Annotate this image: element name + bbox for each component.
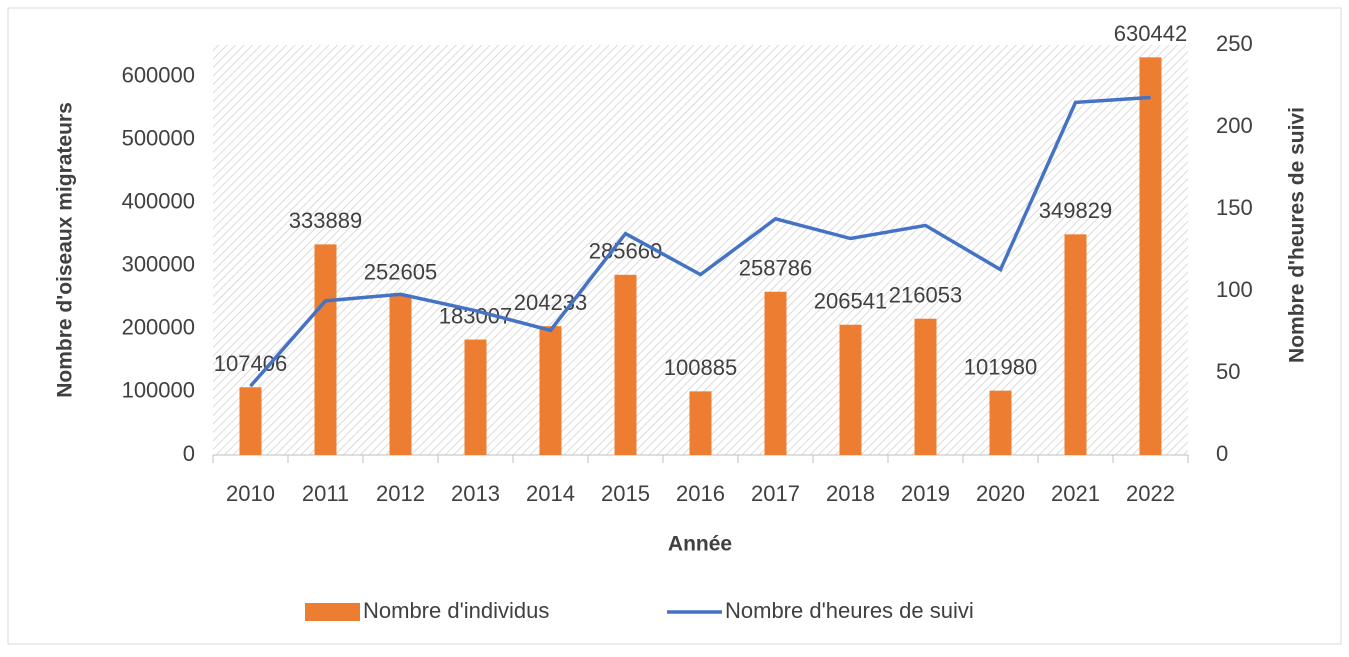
data-label: 349829 [1039,198,1112,223]
x-tick-label: 2012 [376,481,425,506]
x-axis-title: Année [668,533,732,556]
data-label: 107406 [214,351,287,376]
data-label: 285660 [589,239,662,264]
y-tick-label: 400000 [122,189,195,214]
data-label: 100885 [664,355,737,380]
data-label: 206541 [814,289,887,314]
y2-tick-label: 50 [1216,359,1240,384]
legend-label: Nombre d'individus [363,598,549,623]
bar [464,339,487,455]
bar [989,390,1012,455]
x-tick-label: 2017 [751,481,800,506]
bar [1139,57,1162,456]
bar [239,387,262,455]
bar [539,326,562,455]
bar [689,391,712,455]
x-tick-label: 2021 [1051,481,1100,506]
y-tick-label: 200000 [122,315,195,340]
plot-area [213,45,1188,455]
x-tick-label: 2011 [302,481,349,506]
x-tick-label: 2019 [901,481,950,506]
y-tick-label: 0 [183,441,195,466]
line [249,95,1151,388]
x-tick-label: 2013 [451,481,500,506]
x-tick-label: 2020 [976,481,1025,506]
data-label: 252605 [364,259,437,284]
data-label: 204233 [514,290,587,315]
bar [839,324,862,455]
y-tick-label: 100000 [122,378,195,403]
data-label: 216053 [889,283,962,308]
y2-tick-label: 150 [1216,195,1253,220]
x-tick-label: 2022 [1126,481,1175,506]
x-tick-label: 2018 [826,481,875,506]
data-label: 101980 [964,354,1037,379]
legend-label: Nombre d'heures de suivi [725,598,974,623]
bar [389,295,412,455]
x-tick-label: 2010 [226,481,275,506]
y2-axis-title: Nombre d'heures de suivi [1286,107,1309,363]
bar [764,291,787,455]
y2-tick-label: 100 [1216,277,1253,302]
y-axis-title: Nombre d'oiseaux migrateurs [54,102,77,398]
bar [314,244,337,455]
bar [914,318,937,455]
bar [614,274,637,455]
legend-swatch [305,603,360,621]
y2-tick-label: 200 [1216,113,1253,138]
y2-tick-label: 250 [1216,31,1253,56]
x-tick-label: 2016 [676,481,725,506]
data-label: 630442 [1114,21,1187,46]
bar [1064,234,1087,455]
x-tick-label: 2015 [601,481,650,506]
x-tick-label: 2014 [526,481,575,506]
data-label: 333889 [289,208,362,233]
y-tick-label: 300000 [122,252,195,277]
y-tick-label: 500000 [122,125,195,150]
y-tick-label: 600000 [122,62,195,87]
y2-tick-label: 0 [1216,441,1228,466]
data-label: 258786 [739,256,812,281]
